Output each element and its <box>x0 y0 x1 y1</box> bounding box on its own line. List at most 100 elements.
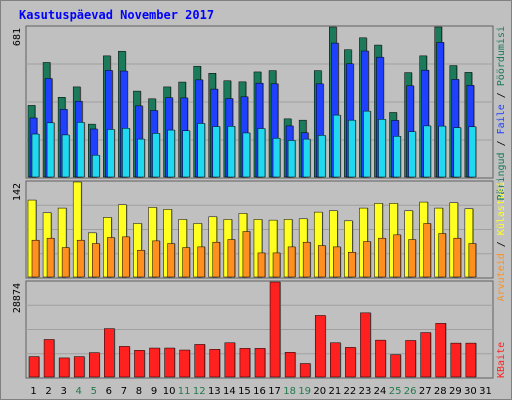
hits-bar <box>61 134 70 178</box>
hits-bar <box>152 133 160 178</box>
kbytes-bar <box>28 356 40 378</box>
computers-bar <box>76 239 85 278</box>
x-tick-label: 4 <box>76 386 82 397</box>
kbytes-bar <box>299 363 311 378</box>
x-tick-label: 14 <box>223 386 236 397</box>
computers-bar <box>393 234 401 278</box>
page-title: Kasutuspäevad November 2017 <box>19 8 215 22</box>
computers-bar <box>348 251 356 278</box>
legend-bottom: KBaite <box>496 342 507 378</box>
kbytes-bar <box>435 323 446 378</box>
hits-bar <box>212 126 221 178</box>
hits-bar <box>107 129 115 178</box>
kbytes-bar <box>390 354 401 378</box>
kbytes-bar <box>465 342 477 378</box>
kbytes-bar <box>164 347 175 378</box>
x-tick-label: 30 <box>464 386 477 397</box>
x-tick-label: 24 <box>374 386 387 397</box>
x-tick-label: 20 <box>313 386 326 397</box>
computers-bar <box>197 246 205 278</box>
hits-bar <box>287 140 296 178</box>
legend-top-part: / <box>496 134 507 152</box>
kbytes-bar <box>209 349 221 378</box>
computers-bar <box>378 237 386 278</box>
kbytes-bar <box>43 339 55 378</box>
hits-bar <box>76 122 85 178</box>
computers-bar <box>302 241 311 278</box>
computers-bar <box>92 243 100 278</box>
x-tick-label: 18 <box>283 386 296 397</box>
kbytes-bar <box>450 342 462 378</box>
kbytes-bar <box>134 350 145 378</box>
kbytes-bar <box>194 344 205 378</box>
kbytes-bar <box>405 340 416 378</box>
computers-bar <box>182 247 190 278</box>
x-tick-label: 27 <box>419 386 432 397</box>
hits-bar <box>167 129 175 178</box>
x-tick-label: 13 <box>208 386 221 397</box>
computers-bar <box>257 252 266 278</box>
hits-bar <box>92 154 100 178</box>
x-tick-label: 8 <box>136 386 142 397</box>
hits-bar <box>468 126 477 178</box>
legend-middle-part: / <box>496 235 507 253</box>
kbytes-bar <box>73 356 85 378</box>
computers-bar <box>31 239 40 278</box>
x-tick-label: 16 <box>253 386 266 397</box>
kbytes-bar <box>420 332 431 378</box>
computers-bar <box>438 233 446 278</box>
hits-bar <box>272 137 281 178</box>
legend-top-part: Faile <box>496 104 507 134</box>
computers-bar <box>363 241 371 278</box>
x-tick-label: 10 <box>163 386 176 397</box>
computers-bar <box>408 239 416 278</box>
x-tick-label: 15 <box>238 386 251 397</box>
legend-bottom-part: KBaite <box>496 342 507 378</box>
hits-bar <box>408 131 416 178</box>
hits-bar <box>137 138 145 178</box>
kbytes-bar <box>224 342 236 378</box>
hits-bar <box>257 128 266 178</box>
hits-bar <box>363 110 371 178</box>
x-tick-label: 1 <box>30 386 36 397</box>
hits-bar <box>31 133 40 178</box>
kbytes-bar <box>254 348 266 378</box>
computers-bar <box>46 237 55 278</box>
computers-bar <box>317 245 326 278</box>
hits-bar <box>348 119 356 178</box>
computers-bar <box>107 237 115 278</box>
computers-bar <box>167 243 175 278</box>
x-tick-label: 17 <box>268 386 281 397</box>
x-tick-label: 11 <box>178 386 191 397</box>
hits-bar <box>197 123 205 178</box>
x-tick-label: 25 <box>389 386 402 397</box>
computers-bar <box>137 249 145 278</box>
x-tick-label: 5 <box>91 386 97 397</box>
kbytes-bar <box>330 342 341 378</box>
computers-bar <box>287 246 296 278</box>
x-tick-label: 2 <box>45 386 51 397</box>
computers-bar <box>453 237 462 278</box>
legend-top: Päringud / Faile / Pöördumisi <box>496 26 507 201</box>
kbytes-bar <box>149 347 160 378</box>
legend-middle: Arvuteid / Külastusi <box>496 181 507 301</box>
hits-bar <box>227 126 236 178</box>
hits-bar <box>46 122 55 178</box>
hits-bar <box>242 132 251 178</box>
legend-top-part: Päringud <box>496 152 507 200</box>
kbytes-bar <box>58 357 70 378</box>
hits-bar <box>423 125 431 178</box>
kbytes-bar <box>179 349 190 378</box>
computers-bar <box>468 243 477 278</box>
computers-bar <box>242 231 251 278</box>
computers-bar <box>152 240 160 278</box>
kbytes-bar <box>314 315 326 378</box>
computers-bar <box>423 223 431 278</box>
x-tick-label: 23 <box>359 386 372 397</box>
panel-bottom-ymax-label: 28874 <box>12 283 23 313</box>
legend-middle-part: Külastusi <box>496 181 507 235</box>
computers-bar <box>61 247 70 278</box>
computers-bar <box>272 252 281 278</box>
